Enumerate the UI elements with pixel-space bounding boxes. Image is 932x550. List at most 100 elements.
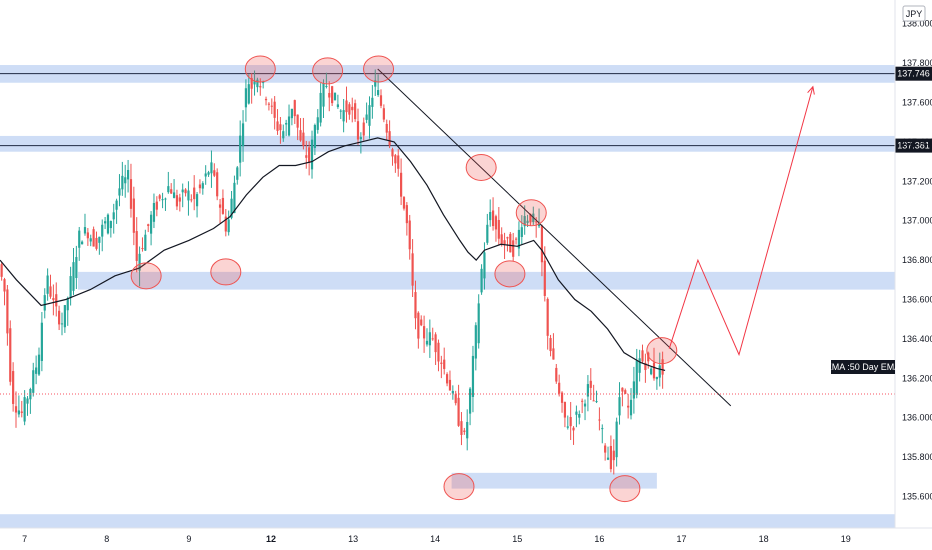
ema-legend-label: EMA :50 Day EMA: [826, 362, 901, 372]
candle-body: [221, 197, 225, 214]
pivot-circle-4[interactable]: [363, 55, 395, 83]
candle-body: [316, 117, 319, 130]
candle-body: [333, 92, 337, 101]
candle-body: [627, 405, 630, 408]
candle-body: [187, 190, 190, 201]
pivot-circle-9[interactable]: [609, 475, 641, 503]
candle-body: [606, 457, 610, 460]
candle-body: [359, 137, 362, 139]
candle-body: [328, 92, 331, 98]
ema-50-line[interactable]: [0, 137, 666, 371]
resistance-zone-1: [0, 135, 895, 152]
candle-body: [535, 221, 538, 223]
pivot-circle-5[interactable]: [465, 153, 497, 181]
candle-body: [193, 187, 196, 200]
candle-body: [405, 205, 408, 224]
candle-body: [612, 450, 615, 461]
candle-body: [489, 212, 492, 221]
y-tick-label: 137.000: [902, 216, 932, 226]
candle-body: [566, 426, 569, 428]
forecast-path[interactable]: [668, 86, 814, 357]
pivot-circle-6[interactable]: [515, 199, 547, 227]
circles-layer: [130, 55, 678, 503]
candle-body: [69, 276, 72, 299]
candle-body: [650, 368, 653, 375]
candle-body: [437, 342, 440, 362]
candle-body: [299, 130, 302, 141]
candle-body: [615, 421, 618, 458]
descending-trendline[interactable]: [377, 68, 732, 407]
pivot-circle-7[interactable]: [494, 260, 526, 288]
candle-body: [523, 216, 526, 227]
candle-body: [46, 275, 49, 294]
level-price-badge-0: [895, 66, 932, 81]
candle-body: [454, 394, 457, 404]
pivot-circle-0[interactable]: [130, 262, 162, 290]
pivot-circle-2[interactable]: [244, 55, 276, 83]
candle-body: [408, 220, 411, 250]
candle-body: [431, 338, 434, 340]
pivot-circle-1[interactable]: [210, 258, 242, 286]
candle-body: [477, 303, 480, 344]
candle-body: [40, 322, 43, 361]
pivot-circle-8[interactable]: [443, 473, 475, 501]
candle-body: [302, 132, 305, 146]
candle-body: [55, 294, 58, 307]
y-tick-label: 138.000: [902, 19, 932, 29]
candle-body: [578, 414, 581, 418]
candle-body: [537, 222, 541, 227]
candle-body: [164, 198, 167, 200]
candle-body: [141, 248, 144, 250]
pivot-circle-10[interactable]: [646, 337, 678, 365]
candle-body: [468, 388, 472, 414]
candle-body: [216, 172, 219, 197]
candle-body: [264, 98, 268, 101]
candle-body: [558, 382, 561, 394]
candle-body: [282, 131, 285, 139]
candle-body: [632, 381, 635, 399]
candle-body: [204, 173, 207, 177]
y-axis-labels: 138.000 137.800 137.600 137.400 137.200 137.0…: [902, 19, 932, 502]
candle-body: [101, 224, 104, 237]
candle-body: [104, 221, 107, 224]
candle-body: [563, 401, 567, 418]
candle-body: [500, 234, 503, 244]
candle-body: [546, 298, 549, 336]
candle-body: [86, 232, 89, 239]
pivot-circle-3[interactable]: [312, 57, 344, 85]
x-tick-label: 12: [266, 534, 276, 544]
support-zone-1: [451, 472, 657, 489]
candle-body: [313, 125, 316, 148]
candle-body: [589, 380, 592, 388]
y-tick-label: 136.200: [902, 373, 932, 383]
candle-body: [443, 359, 446, 369]
candle-body: [256, 79, 259, 88]
candle-body: [618, 397, 621, 416]
candle-body: [661, 359, 664, 375]
candle-body: [509, 233, 512, 253]
candle-body: [486, 224, 489, 243]
candle-body: [322, 83, 325, 107]
candle-body: [106, 214, 110, 234]
candle-body: [609, 445, 612, 470]
candle-body: [184, 189, 187, 194]
candle-body: [118, 188, 121, 196]
candle-body: [135, 231, 138, 261]
candle-body: [310, 139, 314, 170]
candle-body: [270, 105, 273, 107]
candle-body: [374, 80, 377, 87]
candle-body: [198, 184, 202, 189]
currency-badge[interactable]: JPY: [902, 5, 926, 22]
candle-body: [368, 105, 371, 126]
candle-body: [210, 162, 213, 174]
ema-layer: [0, 137, 666, 371]
candle-body: [75, 257, 78, 279]
candle-body: [20, 411, 23, 413]
candle-body: [213, 170, 216, 176]
currency-label: JPY: [906, 9, 923, 19]
candle-body: [201, 183, 204, 189]
candle-body: [342, 110, 345, 122]
candle-body: [319, 92, 322, 123]
candle-body: [290, 108, 294, 119]
